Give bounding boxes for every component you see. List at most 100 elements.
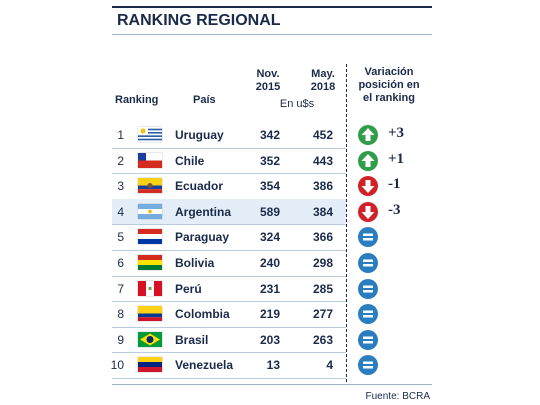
- title: RANKING REGIONAL: [117, 12, 281, 29]
- flag-part: [140, 128, 146, 134]
- col-nov2015: Nov. 2015: [248, 68, 288, 94]
- flag: [138, 178, 162, 194]
- country: Argentina: [175, 204, 232, 219]
- rank: 9: [117, 332, 124, 347]
- arrow: [361, 128, 375, 141]
- flag-stripe: [138, 160, 162, 168]
- value-may2018: 386: [312, 179, 333, 194]
- equal-circle: [358, 329, 378, 350]
- equal-bar: [363, 340, 373, 344]
- value-nov2015: 324: [259, 230, 280, 245]
- header-line: 2018: [310, 81, 336, 93]
- flag-stripe: [138, 127, 162, 129]
- value-nov2015: 352: [259, 153, 280, 168]
- row-rule: [112, 326, 346, 328]
- flag-stripe: [138, 357, 162, 363]
- row-rule: [112, 378, 346, 379]
- bottom-rule: [112, 384, 432, 385]
- country: Colombia: [175, 307, 230, 322]
- flag-part: [147, 183, 153, 189]
- header-line: Variación: [364, 66, 414, 78]
- value-nov2015: 219: [259, 307, 280, 322]
- rank: 2: [117, 153, 124, 168]
- flag-part: [138, 152, 146, 161]
- flag-stripe: [138, 137, 162, 139]
- flag-stripe: [138, 135, 162, 138]
- flag-part: [146, 335, 154, 343]
- equal-circle: [358, 278, 378, 299]
- flag-part: [138, 313, 162, 318]
- rank: 4: [117, 204, 124, 219]
- equal-circle: [358, 253, 378, 273]
- variation-icon: [358, 150, 378, 171]
- rank: 7: [117, 281, 124, 296]
- flag-stripe: [138, 239, 162, 245]
- flag-stripe: [138, 255, 162, 261]
- equal-bar: [363, 361, 373, 365]
- value-nov2015: 13: [266, 358, 280, 373]
- value-may2018: 285: [312, 281, 333, 296]
- value-may2018: 384: [312, 204, 333, 219]
- equal-bar: [363, 310, 373, 314]
- rank: 8: [117, 307, 124, 322]
- header-line: May.: [311, 68, 335, 80]
- flag-stripe: [138, 234, 162, 240]
- equal-bar: [363, 233, 373, 237]
- flag-part: [148, 286, 152, 290]
- country: Venezuela: [175, 358, 234, 373]
- rank: 6: [117, 256, 124, 270]
- variation-icon: [358, 253, 378, 273]
- variation: +3: [388, 125, 405, 141]
- header-line: 2015: [255, 81, 281, 93]
- value-may2018: 452: [312, 128, 333, 142]
- equal-bar: [363, 336, 373, 339]
- flag-stripe: [138, 362, 162, 368]
- flag: [138, 255, 162, 270]
- value-nov2015: 203: [259, 332, 280, 347]
- variation-icon: [358, 125, 378, 145]
- value-nov2015: 231: [259, 281, 280, 296]
- flag-stripe: [138, 132, 162, 134]
- row-rule: [112, 301, 346, 303]
- flag: [138, 127, 162, 142]
- value-nov2015: 354: [259, 179, 280, 194]
- rank: 10: [110, 358, 124, 373]
- col-may2018: May. 2018: [303, 68, 343, 94]
- flag-part: [138, 189, 162, 194]
- title-rule: [112, 34, 432, 35]
- variation-icon: [358, 176, 378, 197]
- country: Uruguay: [175, 128, 224, 142]
- row-rule: [112, 173, 346, 175]
- arrow: [361, 180, 375, 194]
- flag: [138, 203, 162, 219]
- country: Bolivia: [175, 256, 215, 270]
- equal-bar: [363, 285, 373, 288]
- flag-stripe: [138, 130, 162, 133]
- value-nov2015: 240: [259, 256, 280, 270]
- flag-part: [138, 306, 162, 314]
- row-rule: [112, 352, 346, 354]
- equal-bar: [363, 366, 373, 369]
- flag-stripe: [154, 280, 162, 296]
- country: Paraguay: [175, 230, 230, 245]
- equal-bar: [363, 259, 373, 262]
- variation-icon: [358, 278, 378, 299]
- col-country: País: [193, 94, 216, 106]
- source: Fuente: BCRA: [365, 391, 430, 402]
- flag: [138, 357, 162, 373]
- flag: [138, 229, 162, 245]
- country: Chile: [175, 153, 205, 168]
- arrow: [361, 153, 375, 167]
- country: Perú: [175, 281, 202, 296]
- flag-stripe: [138, 367, 162, 373]
- col-rank: Ranking: [115, 94, 159, 106]
- arrow: [361, 205, 375, 219]
- flag-stripe: [138, 265, 162, 270]
- value-may2018: 263: [312, 332, 333, 347]
- variation: -3: [388, 201, 401, 218]
- flag-part: [148, 209, 152, 214]
- flag-stripe: [138, 152, 162, 161]
- unit-label: En u$s: [279, 98, 315, 110]
- equal-bar: [363, 238, 373, 241]
